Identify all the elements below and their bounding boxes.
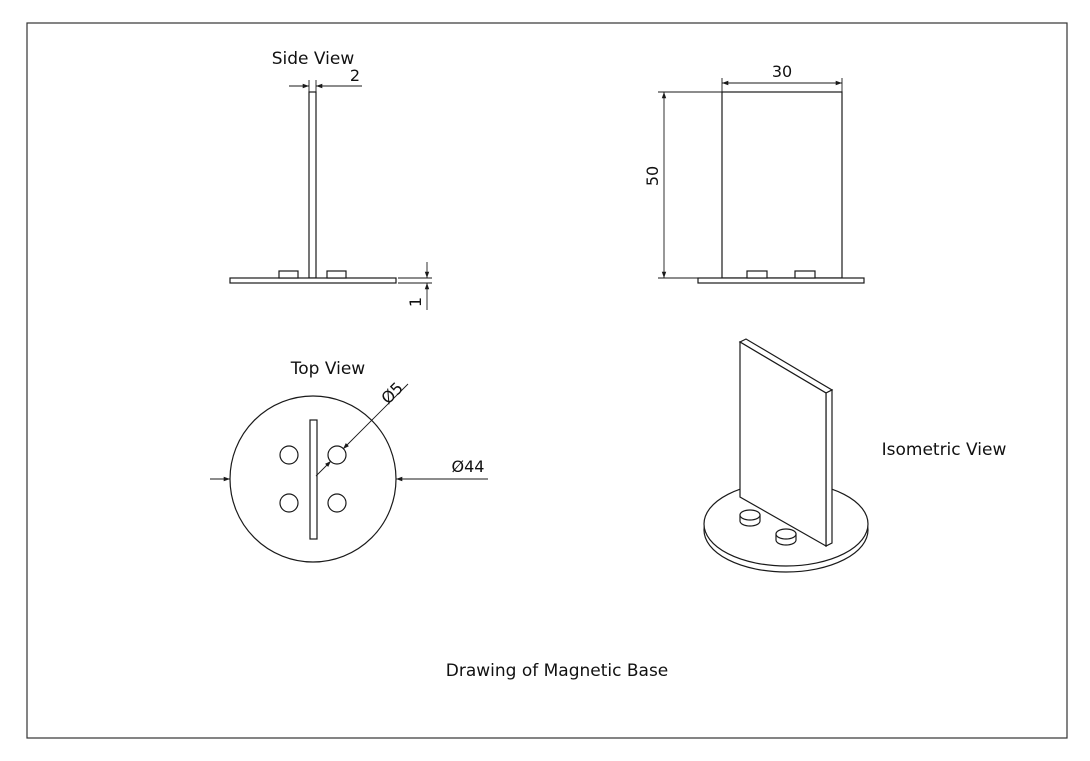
side-view: Side View 2 1 <box>229 49 432 310</box>
side-magnet-right <box>326 270 347 279</box>
side-view-label: Side View <box>272 49 355 69</box>
top-view: Top View Ø5 Ø44 <box>210 359 488 563</box>
isometric-view-label: Isometric View <box>882 440 1007 460</box>
top-hole <box>279 493 299 513</box>
side-plate <box>308 91 317 279</box>
front-magnet-right <box>794 270 816 279</box>
base-diameter-dim: Ø44 <box>452 457 485 476</box>
front-view: 30 50 <box>643 62 865 284</box>
front-base <box>697 277 865 284</box>
hole-diameter-dim: Ø5 <box>377 378 407 408</box>
side-magnet-left <box>278 270 299 279</box>
top-view-label: Top View <box>290 359 366 379</box>
height-dim: 50 <box>643 166 662 186</box>
top-hole <box>327 493 347 513</box>
front-plate <box>721 91 843 279</box>
top-hole <box>327 445 347 465</box>
top-hole <box>279 445 299 465</box>
front-magnet-left <box>746 270 768 279</box>
iso-magnet <box>739 509 761 527</box>
iso-plate-side-edge <box>825 389 833 547</box>
base-thickness-dim: 1 <box>406 297 425 307</box>
iso-magnet <box>775 528 797 546</box>
isometric-view: Isometric View <box>703 338 1007 573</box>
top-plate <box>309 419 318 540</box>
iso-plate-face <box>739 340 827 548</box>
plate-thickness-dim: 2 <box>350 66 360 85</box>
sheet-border <box>26 22 1068 739</box>
side-base <box>229 277 397 284</box>
width-dim: 30 <box>772 62 792 81</box>
drawing-caption: Drawing of Magnetic Base <box>446 661 669 681</box>
